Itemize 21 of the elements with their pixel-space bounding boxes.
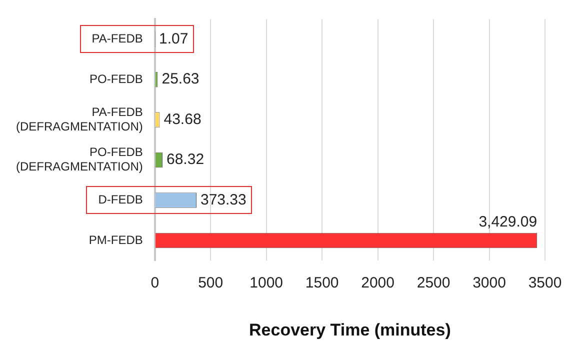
data-label: 373.33 [200,191,246,208]
data-label: 3,429.09 [478,214,538,231]
y-tick-label: PA-FEDB [92,32,143,46]
y-tick-label: PO-FEDB [90,72,143,86]
x-axis-title: Recovery Time (minutes) [249,320,451,340]
y-tick-label: D-FEDB [98,192,143,207]
data-label: 25.63 [162,70,200,88]
x-tick-label: 3500 [528,274,562,292]
y-tick-label: PO-FEDB (DEFRAGMENTATION) [16,145,143,174]
data-label: 1.07 [159,30,188,48]
data-label: 68.32 [166,151,204,168]
y-tick-label: PA-FEDB (DEFRAGMENTATION) [16,104,143,134]
data-label: 43.68 [164,110,202,128]
x-tick-label: 3000 [472,274,506,292]
y-tick-label: PM-FEDB [88,232,143,247]
x-tick-label: 1500 [305,274,339,292]
x-tick-label: 2000 [361,274,394,292]
x-tick-label: 500 [198,274,224,292]
x-tick-label: 0 [150,274,160,292]
x-tick-label: 2500 [416,274,450,292]
x-tick-label: 1000 [250,274,284,292]
